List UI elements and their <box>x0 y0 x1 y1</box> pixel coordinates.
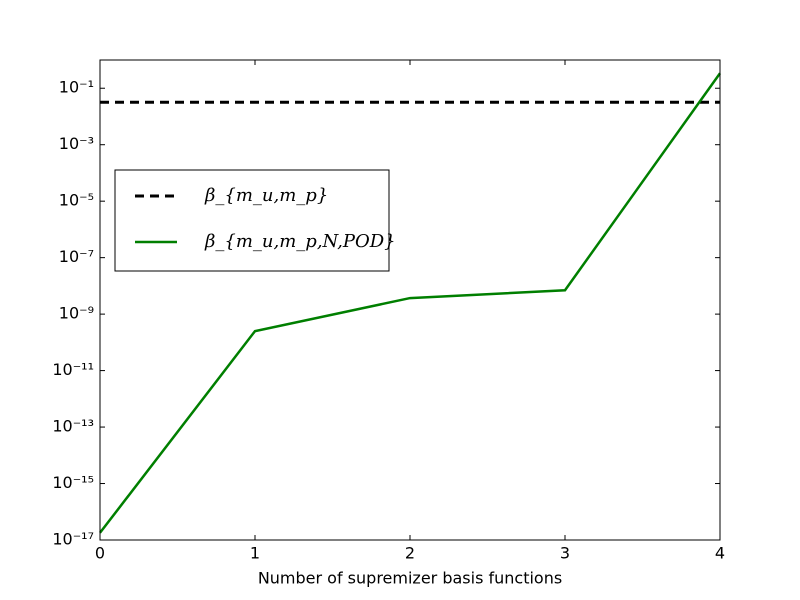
x-tick-label: 3 <box>560 544 570 563</box>
y-tick-label: 10⁻¹⁵ <box>52 473 94 492</box>
x-tick-label: 0 <box>95 544 105 563</box>
x-tick-label: 2 <box>405 544 415 563</box>
y-tick-label: 10⁻³ <box>59 134 94 153</box>
legend-label: β_{m_u,m_p} <box>204 185 328 206</box>
legend-box <box>114 169 390 272</box>
x-tick-label: 1 <box>250 544 260 563</box>
y-tick-label: 10⁻¹ <box>59 78 94 97</box>
y-tick-label: 10⁻¹⁷ <box>52 530 94 549</box>
y-tick-label: 10⁻¹³ <box>52 417 94 436</box>
x-tick-label: 4 <box>715 544 725 563</box>
series-line <box>99 72 722 534</box>
x-axis-label: Number of supremizer basis functions <box>258 569 562 588</box>
plot-frame <box>99 59 721 541</box>
y-tick-label: 10⁻⁷ <box>59 247 94 266</box>
y-tick-label: 10⁻⁹ <box>59 304 94 323</box>
legend-label: β_{m_u,m_p,N,POD} <box>204 231 396 252</box>
y-tick-label: 10⁻¹¹ <box>52 360 94 379</box>
y-tick-label: 10⁻⁵ <box>59 191 94 210</box>
